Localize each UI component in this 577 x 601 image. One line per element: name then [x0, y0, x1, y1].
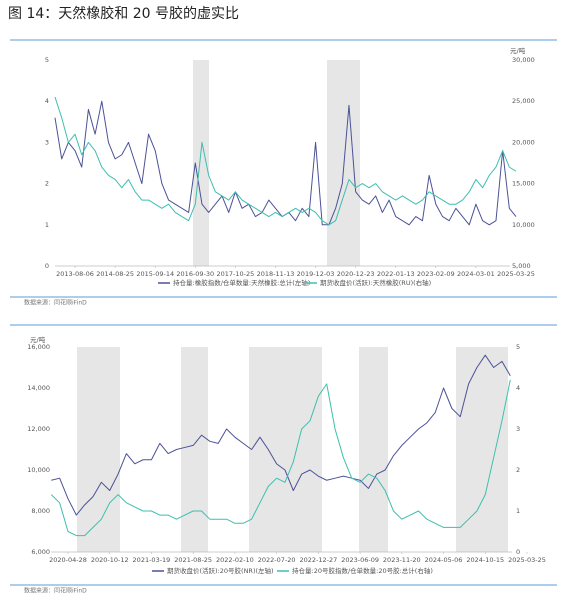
y-tick-label: 10,000: [27, 466, 50, 474]
y-tick-label: 0: [45, 262, 49, 270]
y-tick-label: 5: [45, 56, 49, 64]
x-tick-label: 2020-04-28: [49, 556, 87, 564]
x-tick-label: 2024-10-15: [466, 556, 504, 564]
x-tick-label: 2024-05-06: [425, 556, 463, 564]
x-tick-label: 2015-09-14: [136, 270, 174, 278]
series-line: [51, 354, 511, 516]
y2-tick-label: 15,000: [512, 180, 535, 188]
shade: [193, 60, 209, 266]
y-unit: 元/吨: [30, 335, 46, 344]
shade: [249, 347, 322, 552]
y2-tick-label: 25,000: [512, 97, 535, 105]
y2-unit: 元/吨: [510, 46, 526, 55]
y2-tick-label: 4: [516, 384, 520, 392]
legend-label: 持仓量:橡胶指数/仓单数量:天然橡胶:总计(左轴): [173, 278, 310, 287]
y2-tick-label: 3: [516, 425, 520, 433]
y2-tick-label: 30,000: [512, 56, 535, 64]
x-tick-label: 2017-10-25: [217, 270, 255, 278]
legend-label: 持仓量:20号胶指数/仓单数量:20号胶:总计(右轴): [292, 566, 433, 575]
source-note: 数据来源：同花顺iFinD: [24, 587, 87, 595]
y-tick-label: 14,000: [27, 384, 50, 392]
y2-tick-label: 10,000: [512, 221, 535, 229]
y2-tick-label: 5: [516, 343, 520, 351]
x-tick-label: 2022-12-27: [299, 556, 337, 564]
y-tick-label: 1: [45, 221, 49, 229]
source-note: 数据来源：同花顺iFinD: [24, 299, 87, 307]
shade: [456, 347, 508, 552]
x-tick-label: 2023-06-09: [341, 556, 379, 564]
y-tick-label: 4: [45, 97, 49, 105]
x-tick-label: 2021-03-19: [133, 556, 171, 564]
x-tick-label: 2022-01-13: [377, 270, 415, 278]
series-line: [50, 379, 511, 537]
shade: [359, 347, 388, 552]
x-tick-label: 2019-12-03: [297, 270, 335, 278]
x-tick-label: 2020-10-12: [91, 556, 129, 564]
shaded-periods: [77, 60, 508, 552]
x-tick-label: 2022-02-10: [216, 556, 254, 564]
x-tick-label: 2025-03-25: [497, 270, 535, 278]
y-tick-label: 2: [45, 180, 49, 188]
x-tick-label: 2014-08-25: [96, 270, 134, 278]
legend-label: 期货收盘价(活跃):20号胶(NR)(左轴): [167, 566, 274, 575]
shade: [327, 60, 360, 266]
x-tick-label: 2013-08-06: [56, 270, 94, 278]
series-line: [54, 100, 517, 226]
x-tick-label: 2022-07-20: [258, 556, 296, 564]
legend-label: 期货收盘价(活跃):天然橡胶(RU)(右轴): [320, 278, 431, 287]
x-tick-label: 2024-03-01: [457, 270, 495, 278]
y-tick-label: 6,000: [31, 548, 50, 556]
y-tick-label: 8,000: [31, 507, 50, 515]
y2-tick-label: 0: [516, 548, 520, 556]
page-title: 图 14：天然橡胶和 20 号胶的虚实比: [8, 5, 239, 22]
shade: [181, 347, 208, 552]
y2-tick-label: 2: [516, 466, 520, 474]
x-tick-label: 2025-03-25: [508, 556, 546, 564]
y2-tick-label: 1: [516, 507, 520, 515]
y2-tick-label: 5,000: [512, 262, 531, 270]
x-tick-label: 2018-11-13: [257, 270, 295, 278]
y-tick-label: 12,000: [27, 425, 50, 433]
x-tick-label: 2021-08-25: [174, 556, 212, 564]
y-tick-label: 3: [45, 138, 49, 146]
series-line: [54, 96, 517, 226]
x-tick-label: 2023-11-20: [383, 556, 421, 564]
y-tick-label: 16,000: [27, 343, 50, 351]
shade: [77, 347, 120, 552]
x-tick-label: 2023-02-09: [417, 270, 455, 278]
x-tick-label: 2016-09-30: [176, 270, 214, 278]
x-tick-label: 2020-12-23: [337, 270, 375, 278]
y2-tick-label: 20,000: [512, 138, 535, 146]
